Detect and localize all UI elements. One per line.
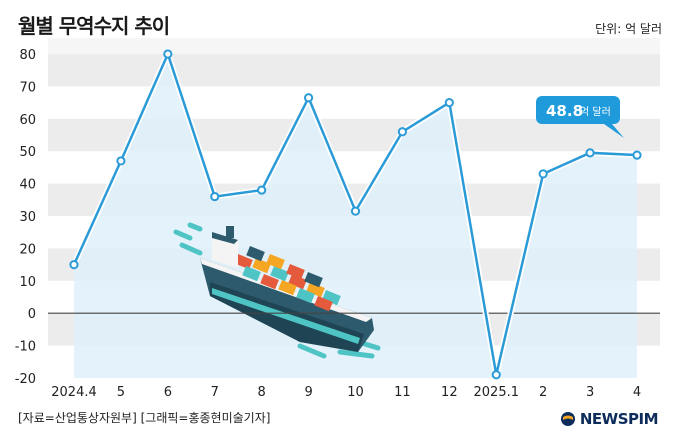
x-tick-label: 2024.4 <box>51 385 97 400</box>
x-tick-label: 10 <box>347 385 364 400</box>
y-axis-ticks: 80 70 60 50 40 30 20 10 0 -10 -20 <box>15 48 36 387</box>
source-note: [자료=산업통상자원부] [그래픽=홍종현미술기자] <box>18 411 271 425</box>
data-point <box>585 148 595 158</box>
callout-value: 48.8 <box>546 102 583 120</box>
data-point <box>350 206 361 216</box>
y-tick-label: -20 <box>15 372 36 387</box>
grid-band <box>48 38 660 54</box>
y-tick-label: 60 <box>19 113 36 128</box>
cargo-ship-illustration <box>173 222 381 359</box>
x-tick-label: 2025.1 <box>474 385 520 400</box>
y-tick-label: 10 <box>19 275 36 290</box>
y-tick-label: 70 <box>19 80 36 95</box>
callout-box <box>536 96 620 124</box>
y-tick-label: 20 <box>19 242 36 257</box>
data-point <box>491 370 501 380</box>
data-point <box>69 260 79 270</box>
x-tick-label: 11 <box>394 385 411 400</box>
y-tick-label: 0 <box>28 307 36 322</box>
newspim-logo: NEWSPIM <box>560 410 659 428</box>
data-point <box>163 49 173 59</box>
x-tick-label: 8 <box>258 385 266 400</box>
x-axis-ticks: 2024.4 5 6 7 8 9 10 11 12 2025.1 2 3 4 <box>51 385 641 400</box>
data-point <box>632 150 642 160</box>
data-point <box>257 185 267 195</box>
logo-text: NEWSPIM <box>579 410 659 428</box>
x-tick-label: 4 <box>633 385 641 400</box>
data-point <box>538 169 548 179</box>
x-tick-label: 9 <box>304 385 312 400</box>
chart-title: 월별 무역수지 추이 <box>18 14 170 38</box>
data-point <box>397 127 408 137</box>
data-point <box>210 191 220 202</box>
x-tick-label: 12 <box>441 385 458 400</box>
y-tick-label: 30 <box>19 210 36 225</box>
y-tick-label: 80 <box>19 48 36 63</box>
y-tick-label: -10 <box>15 340 36 355</box>
y-tick-label: 40 <box>19 178 36 193</box>
x-tick-label: 7 <box>211 385 219 400</box>
globe-icon <box>560 412 575 426</box>
y-tick-label: 50 <box>19 145 36 160</box>
callout-unit: 억 달러 <box>580 106 611 118</box>
data-point <box>444 98 454 108</box>
x-tick-label: 6 <box>164 385 172 400</box>
data-point <box>303 93 314 103</box>
grid-band <box>48 54 660 87</box>
x-tick-label: 5 <box>117 385 125 400</box>
value-callout: 48.8 억 달러 <box>536 96 624 138</box>
x-tick-label: 3 <box>586 385 594 400</box>
unit-label: 단위: 억 달러 <box>595 22 662 36</box>
callout-tail <box>604 124 624 138</box>
x-tick-label: 2 <box>539 385 547 400</box>
data-point <box>116 156 126 166</box>
series-points <box>69 49 642 380</box>
